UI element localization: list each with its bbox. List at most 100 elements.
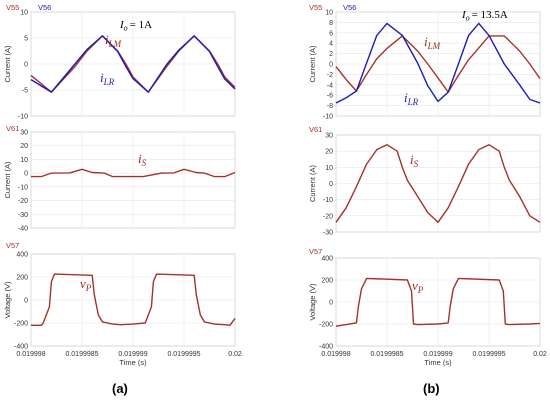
waveform-annotation-subscript: S xyxy=(142,158,147,168)
series-line-v61 xyxy=(31,168,236,178)
series-line-v57 xyxy=(335,277,541,327)
y-axis-label: Current (A) xyxy=(3,45,12,83)
y-tick-label: 10 xyxy=(325,165,333,172)
probe-label: V57 xyxy=(6,241,19,250)
y-tick-label: -30 xyxy=(323,230,333,237)
y-axis-label: Voltage (V) xyxy=(3,281,12,319)
waveform-annotation: iS xyxy=(410,152,419,169)
x-tick-label: 0.019999 xyxy=(118,351,147,358)
waveform-annotation-subscript: LR xyxy=(407,97,419,107)
y-tick-label: 20 xyxy=(325,149,333,156)
y-tick-label: 0 xyxy=(329,62,333,69)
panel-label: (b) xyxy=(423,381,440,396)
y-tick-label: -6 xyxy=(327,93,333,100)
probe-label: V55 xyxy=(6,3,19,12)
y-tick-label: -10 xyxy=(323,197,333,204)
y-axis-label: Current (A) xyxy=(308,164,317,202)
y-tick-label: -30 xyxy=(18,212,28,219)
series-line-v56 xyxy=(335,22,541,104)
x-tick-label: 0.019999 xyxy=(423,351,452,358)
waveform-annotation: iLR xyxy=(404,90,419,107)
y-axis-label: Current (A) xyxy=(3,161,12,199)
io-annotation: Io = 1A xyxy=(119,19,152,33)
y-axis-label: Voltage (V) xyxy=(308,283,317,321)
y-tick-label: 10 xyxy=(20,157,28,164)
x-tick-label: 0.019998 xyxy=(16,351,45,358)
y-axis-label: Current (A) xyxy=(308,45,317,83)
y-tick-label: -400 xyxy=(319,344,333,351)
y-tick-label: 0 xyxy=(24,62,28,69)
io-symbol: I xyxy=(119,19,125,31)
chart-a-mid: 30 20 10 0 -10 -20 -30 -40 Current (A) V61 iS xyxy=(3,124,236,233)
y-tick-label: 200 xyxy=(321,278,333,285)
y-tick-label: -400 xyxy=(14,344,28,351)
probe-label: V55 xyxy=(309,3,322,12)
waveform-annotation-symbol: v xyxy=(412,278,418,293)
probe-label: V56 xyxy=(343,3,356,12)
waveform-annotation-subscript: LM xyxy=(108,39,122,49)
waveform-annotation-symbol: i xyxy=(105,32,109,47)
waveform-annotation-subscript: P xyxy=(417,285,424,295)
x-tick-label: 0.0199995 xyxy=(167,351,200,358)
io-value: = 1A xyxy=(130,19,152,31)
y-tick-label: 400 xyxy=(16,252,28,259)
waveform-annotation: iLR xyxy=(100,70,115,87)
x-tick-label: 0.0199985 xyxy=(65,351,98,358)
waveform-annotation-subscript: P xyxy=(85,283,92,293)
series-line-v55 xyxy=(335,35,541,93)
y-tick-label: -10 xyxy=(18,114,28,121)
y-tick-label: -10 xyxy=(323,114,333,121)
y-tick-label: 20 xyxy=(20,143,28,150)
probe-label: V56 xyxy=(38,3,51,12)
waveform-annotation-symbol: i xyxy=(100,70,104,85)
x-tick-label: 0.019998 xyxy=(321,351,350,358)
y-tick-label: 6 xyxy=(329,30,333,37)
x-tick-label: 0.02 xyxy=(228,351,242,358)
x-axis-label: Time (s) xyxy=(424,358,452,367)
series-line-v61 xyxy=(335,143,541,224)
waveform-annotation-subscript: LM xyxy=(427,41,441,51)
y-tick-label: -10 xyxy=(18,184,28,191)
waveform-annotation-symbol: v xyxy=(80,276,86,291)
y-tick-label: 400 xyxy=(321,256,333,263)
probe-label: V61 xyxy=(6,124,19,133)
y-tick-label: 0 xyxy=(24,298,28,305)
io-subscript: o xyxy=(466,14,470,23)
io-value: = 13.5A xyxy=(472,9,508,21)
y-tick-label: 5 xyxy=(24,36,28,43)
y-tick-label: 10 xyxy=(325,10,333,17)
io-annotation: Io = 13.5A xyxy=(461,9,508,23)
y-tick-label: 10 xyxy=(20,10,28,17)
y-tick-label: 0 xyxy=(329,181,333,188)
waveform-annotation-subscript: LR xyxy=(103,77,115,87)
waveform-annotation-symbol: i xyxy=(424,34,428,49)
series-line-v57 xyxy=(31,273,236,326)
y-tick-label: 30 xyxy=(325,133,333,140)
y-tick-label: 200 xyxy=(16,275,28,282)
waveform-annotation: iS xyxy=(138,151,147,168)
x-tick-label: 0.0199995 xyxy=(472,351,505,358)
y-tick-label: -20 xyxy=(18,198,28,205)
y-tick-label: 8 xyxy=(329,20,333,27)
panel-label: (a) xyxy=(112,381,128,396)
chart-b-bot: 400 200 0 -200 -400 Voltage (V) 0.019998 0.0199… xyxy=(308,247,547,367)
waveform-annotation-symbol: i xyxy=(138,151,142,166)
waveform-annotation-symbol: i xyxy=(410,152,414,167)
y-tick-label: -200 xyxy=(319,322,333,329)
waveform-annotation: iLM xyxy=(424,34,441,51)
x-axis-label: Time (s) xyxy=(119,358,147,367)
y-tick-label: 4 xyxy=(329,41,333,48)
y-tick-label: -8 xyxy=(327,103,333,110)
y-tick-label: 30 xyxy=(20,130,28,137)
x-tick-label: 0.02 xyxy=(533,351,547,358)
y-tick-label: -40 xyxy=(18,226,28,233)
y-tick-label: -200 xyxy=(14,321,28,328)
waveform-annotation: vP xyxy=(80,276,92,293)
series-line-v56 xyxy=(30,35,236,93)
waveform-annotation-symbol: i xyxy=(404,90,408,105)
y-tick-label: 0 xyxy=(329,300,333,307)
y-tick-label: 2 xyxy=(329,51,333,58)
y-tick-label: -5 xyxy=(22,88,28,95)
